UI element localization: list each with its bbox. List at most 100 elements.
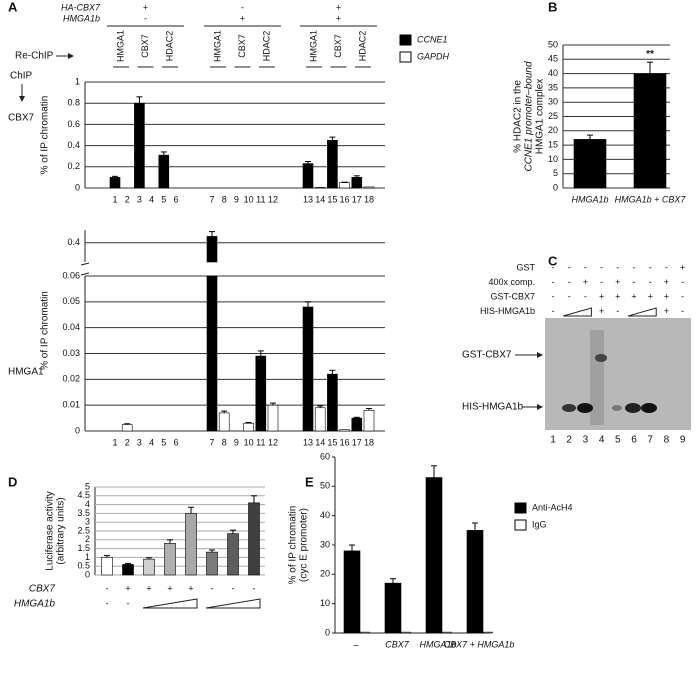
gel-band bbox=[641, 403, 657, 413]
x-tick-label: – bbox=[353, 639, 358, 649]
bar bbox=[164, 543, 176, 576]
error-bar bbox=[366, 408, 372, 411]
x-tick-label: 10 bbox=[244, 194, 254, 204]
x-tick-label: 11 bbox=[256, 437, 265, 447]
error-bar bbox=[209, 231, 215, 237]
bar bbox=[483, 631, 493, 634]
bar bbox=[343, 550, 361, 634]
error-bar bbox=[125, 563, 131, 565]
x-tick-label: 18 bbox=[364, 437, 374, 447]
bar bbox=[143, 558, 155, 576]
y-tick-label: 0.04 bbox=[62, 322, 80, 332]
y-tick-label: 1 bbox=[75, 76, 80, 86]
bar bbox=[360, 631, 370, 634]
lane-label: 8 bbox=[664, 435, 670, 446]
y-tick-label: 3 bbox=[85, 517, 90, 527]
row-label: CBX7 bbox=[8, 113, 35, 124]
bar bbox=[101, 557, 113, 576]
gel-band bbox=[612, 405, 622, 411]
condition-value: - bbox=[552, 291, 555, 301]
bar bbox=[363, 186, 375, 189]
ramp bbox=[627, 307, 657, 317]
condition-value: - bbox=[552, 277, 555, 287]
bar bbox=[351, 177, 363, 189]
error-bar bbox=[305, 301, 311, 307]
row-value: - bbox=[232, 583, 235, 593]
y-tick-label: 0.4 bbox=[67, 140, 80, 150]
row-value: + bbox=[125, 583, 130, 593]
bar bbox=[327, 140, 338, 189]
lane-label: 6 bbox=[631, 435, 637, 446]
row-value: - bbox=[127, 598, 130, 608]
y-tick-label: 25 bbox=[548, 111, 558, 121]
gel bbox=[545, 318, 691, 430]
condition-value: + bbox=[631, 291, 636, 301]
lane-label: 1 bbox=[550, 435, 556, 446]
bar bbox=[109, 177, 121, 189]
y-tick-label: 10 bbox=[320, 598, 330, 608]
error-bar bbox=[245, 421, 252, 424]
bar bbox=[302, 163, 314, 189]
y-tick-label: 0.05 bbox=[62, 296, 80, 306]
y-tick-label: 0 bbox=[75, 182, 80, 192]
y-tick-label: 0 bbox=[85, 569, 90, 579]
lane-label: 4 bbox=[599, 435, 605, 446]
error-bar bbox=[221, 410, 228, 413]
x-tick-label: 16 bbox=[340, 437, 350, 447]
re-chip-target: CBX7 bbox=[140, 34, 150, 58]
condition-value: - bbox=[633, 277, 636, 287]
row-value: - bbox=[106, 598, 109, 608]
row-label: HMGA1 bbox=[8, 367, 44, 378]
row-value: + bbox=[167, 583, 172, 593]
row-value: + bbox=[146, 583, 151, 593]
bar bbox=[339, 182, 350, 189]
panel-label: C bbox=[548, 253, 558, 268]
error-bar bbox=[188, 506, 194, 514]
x-tick-label: HMGA1b bbox=[419, 639, 456, 649]
condition-value: - bbox=[568, 277, 571, 287]
condition-value: - bbox=[568, 291, 571, 301]
condition-value: + bbox=[680, 262, 685, 272]
bar bbox=[384, 582, 402, 634]
ramp bbox=[563, 307, 592, 317]
gel-background bbox=[545, 318, 691, 430]
x-tick-label: 11 bbox=[256, 194, 265, 204]
x-tick-label: 15 bbox=[327, 437, 337, 447]
x-tick-label: 9 bbox=[234, 194, 239, 204]
panel-label: A bbox=[8, 0, 18, 14]
condition-value: - bbox=[552, 306, 555, 316]
x-tick-label: HMGA1b + CBX7 bbox=[615, 194, 687, 204]
re-chip-target: HMGA1 bbox=[212, 30, 222, 62]
re-chip-target: CBX7 bbox=[237, 34, 247, 58]
lane-label: 9 bbox=[680, 435, 686, 446]
y-tick-label: 0 bbox=[75, 425, 80, 435]
gel-band bbox=[625, 403, 641, 413]
legend-swatch bbox=[514, 502, 527, 514]
condition-value: - bbox=[681, 291, 684, 301]
re-chip-target: CBX7 bbox=[333, 34, 343, 58]
bar bbox=[218, 412, 230, 432]
chip-label: ChIP bbox=[10, 71, 33, 82]
bar bbox=[227, 533, 239, 576]
bar bbox=[327, 373, 338, 432]
y-tick-label: 30 bbox=[320, 539, 330, 549]
error-bar bbox=[230, 529, 236, 534]
error-bar bbox=[270, 402, 276, 406]
y-tick-label: 0.01 bbox=[62, 400, 80, 410]
x-tick-label: 5 bbox=[161, 194, 166, 204]
condition-label: HIS-HMGA1b bbox=[480, 306, 535, 316]
x-tick-label: 1 bbox=[112, 194, 117, 204]
legend-swatch bbox=[399, 34, 412, 46]
error-bar bbox=[251, 495, 257, 503]
y-tick-label: 2 bbox=[85, 534, 90, 544]
lane-label: 3 bbox=[583, 435, 589, 446]
arrow-head bbox=[19, 96, 25, 102]
bar bbox=[314, 187, 326, 189]
x-tick-label: 1 bbox=[112, 437, 117, 447]
y-axis-title: CCNE1 promoter–bound bbox=[524, 61, 535, 171]
error-bar bbox=[353, 416, 360, 419]
panel-label: D bbox=[8, 474, 17, 489]
condition-value: - bbox=[241, 2, 244, 12]
lane-label: 5 bbox=[615, 435, 621, 446]
